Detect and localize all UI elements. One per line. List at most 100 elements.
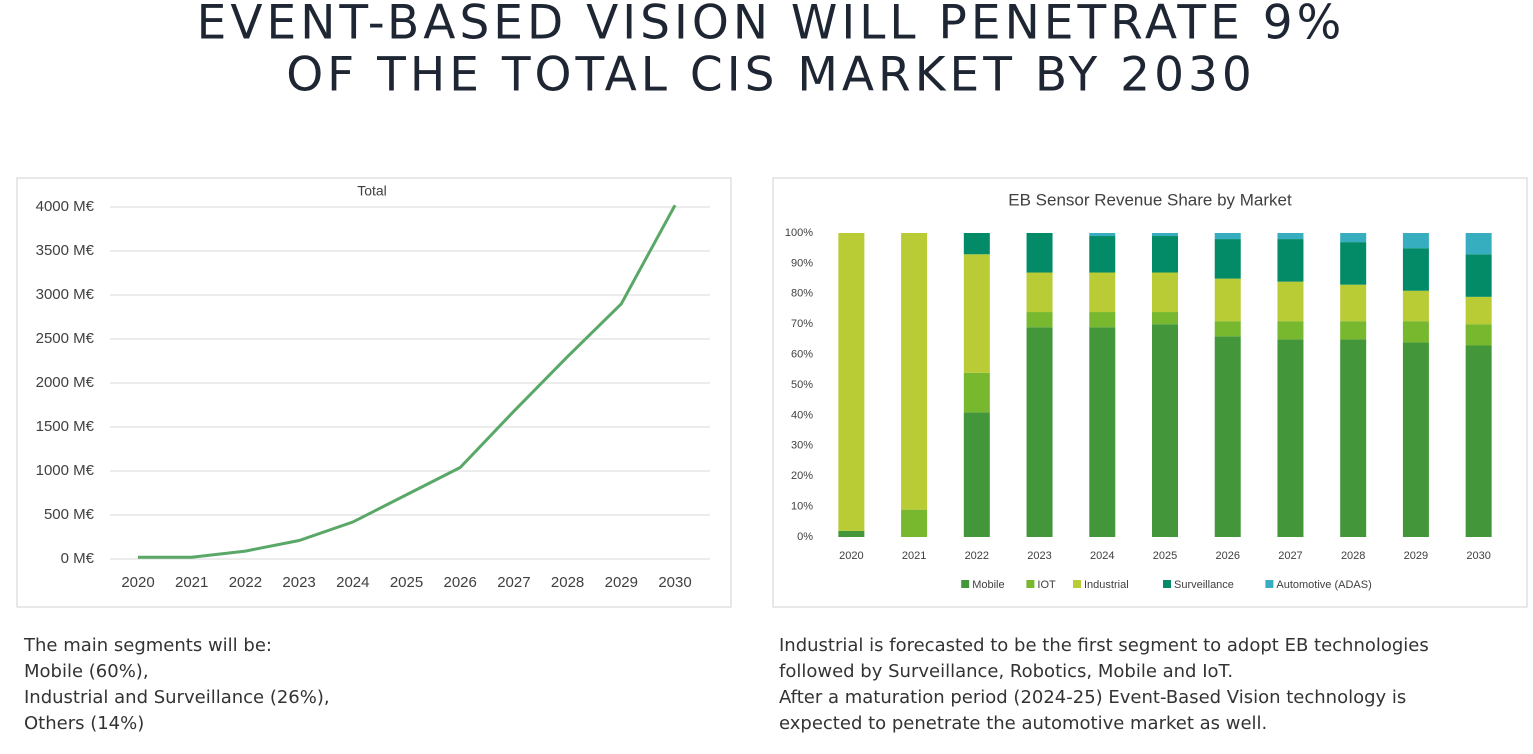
- legend-swatch: [1265, 580, 1274, 588]
- x-tick-label: 2022: [229, 574, 262, 591]
- x-tick-label: 2021: [902, 550, 926, 562]
- legend-swatch: [961, 580, 970, 588]
- bar-segment: [963, 372, 990, 413]
- bar-segment: [838, 233, 865, 531]
- chart-title: EB Sensor Revenue Share by Market: [1008, 190, 1292, 209]
- y-tick-label: 10%: [791, 501, 813, 513]
- legend-label: Industrial: [1084, 579, 1129, 591]
- caption-line: After a maturation period (2024-25) Even…: [779, 687, 1406, 708]
- bar-segment: [1152, 272, 1178, 313]
- bar-segment: [901, 233, 928, 510]
- x-tick-label: 2024: [336, 574, 369, 591]
- bar-segment: [1340, 339, 1367, 537]
- y-tick-label: 30%: [791, 440, 813, 452]
- x-tick-label: 2026: [444, 574, 477, 591]
- legend-label: Mobile: [972, 579, 1004, 591]
- bar-segment: [1277, 321, 1304, 340]
- bar-segment: [1026, 312, 1053, 328]
- caption-line: followed by Surveillance, Robotics, Mobi…: [779, 661, 1233, 682]
- bar-segment: [1277, 339, 1304, 537]
- x-tick-label: 2030: [658, 574, 691, 591]
- bar-segment: [1402, 248, 1429, 291]
- bar-segment: [963, 412, 990, 537]
- bar-segment: [1214, 239, 1241, 279]
- y-tick-label: 60%: [791, 349, 813, 361]
- bar-segment: [1026, 272, 1053, 313]
- legend-label: Surveillance: [1174, 579, 1234, 591]
- bar-segment: [1089, 233, 1116, 237]
- y-tick-label: 1500 M€: [36, 418, 95, 435]
- legend-swatch: [1073, 580, 1081, 588]
- x-tick-label: 2029: [1404, 550, 1428, 562]
- x-tick-label: 2025: [390, 574, 423, 591]
- y-tick-label: 3000 M€: [36, 286, 95, 303]
- x-tick-label: 2026: [1215, 550, 1239, 562]
- x-tick-label: 2027: [1278, 550, 1302, 562]
- x-tick-label: 2028: [551, 574, 584, 591]
- y-tick-label: 100%: [785, 227, 813, 239]
- x-tick-label: 2021: [175, 574, 208, 591]
- y-tick-label: 0%: [797, 531, 813, 543]
- y-tick-label: 40%: [791, 409, 813, 421]
- slide-title: OF THE TOTAL CIS MARKET BY 2030: [286, 48, 1256, 103]
- y-tick-label: 4000 M€: [36, 198, 95, 215]
- bar-segment: [1026, 327, 1053, 537]
- bar-segment: [1214, 233, 1241, 240]
- y-tick-label: 2000 M€: [36, 374, 95, 391]
- bar-segment: [1465, 324, 1492, 346]
- caption-line: Others (14%): [24, 713, 144, 734]
- bar-segment: [1465, 233, 1492, 255]
- chart-title: Total: [357, 183, 387, 199]
- bar-segment: [1026, 233, 1053, 273]
- y-tick-label: 80%: [791, 288, 813, 300]
- bar-segment: [1089, 272, 1116, 313]
- chart-frame: [772, 177, 1528, 608]
- bar-segment: [1277, 281, 1304, 322]
- x-tick-label: 2028: [1341, 550, 1365, 562]
- y-tick-label: 70%: [791, 318, 813, 330]
- bar-segment: [1340, 242, 1367, 285]
- bar-segment: [1465, 345, 1492, 537]
- line-series: [138, 204, 677, 559]
- bar-segment: [1152, 236, 1178, 273]
- bar-segment: [1277, 239, 1304, 282]
- bar-segment: [1214, 321, 1241, 337]
- bar-segment: [1089, 236, 1116, 273]
- caption-line: Mobile (60%),: [24, 661, 149, 682]
- bar-segment: [1465, 296, 1492, 325]
- y-tick-label: 500 M€: [44, 506, 95, 523]
- legend-label: IOT: [1037, 579, 1056, 591]
- bar-segment: [901, 509, 928, 537]
- bar-segment: [963, 233, 990, 255]
- x-tick-label: 2020: [839, 550, 863, 562]
- chart-frame: [16, 177, 732, 608]
- slide-title: EVENT-BASED VISION WILL PENETRATE 9%: [197, 0, 1346, 51]
- caption-line: expected to penetrate the automotive mar…: [779, 713, 1267, 734]
- y-tick-label: 90%: [791, 257, 813, 269]
- x-tick-label: 2024: [1090, 550, 1114, 562]
- legend-swatch: [1026, 580, 1035, 588]
- bar-segment: [1089, 327, 1116, 537]
- bar-segment: [1340, 284, 1367, 322]
- bar-segment: [1152, 324, 1178, 537]
- caption-line: Industrial and Surveillance (26%),: [24, 687, 330, 708]
- x-tick-label: 2027: [497, 574, 530, 591]
- bar-segment: [1340, 321, 1367, 340]
- x-tick-label: 2023: [282, 574, 315, 591]
- bar-segment: [1340, 233, 1367, 243]
- bar-segment: [963, 254, 990, 373]
- caption-line: Industrial is forecasted to be the first…: [779, 635, 1429, 656]
- bar-segment: [1214, 336, 1241, 537]
- bar-segment: [1152, 312, 1178, 325]
- bar-segment: [1402, 233, 1429, 249]
- y-tick-label: 20%: [791, 470, 813, 482]
- y-tick-label: 1000 M€: [36, 462, 95, 479]
- y-tick-label: 3500 M€: [36, 242, 95, 259]
- x-tick-label: 2030: [1466, 550, 1490, 562]
- bar-segment: [1089, 312, 1116, 328]
- bar-segment: [1465, 254, 1492, 297]
- bar-segment: [1152, 233, 1178, 237]
- bar-segment: [1402, 321, 1429, 343]
- y-tick-label: 50%: [791, 379, 813, 391]
